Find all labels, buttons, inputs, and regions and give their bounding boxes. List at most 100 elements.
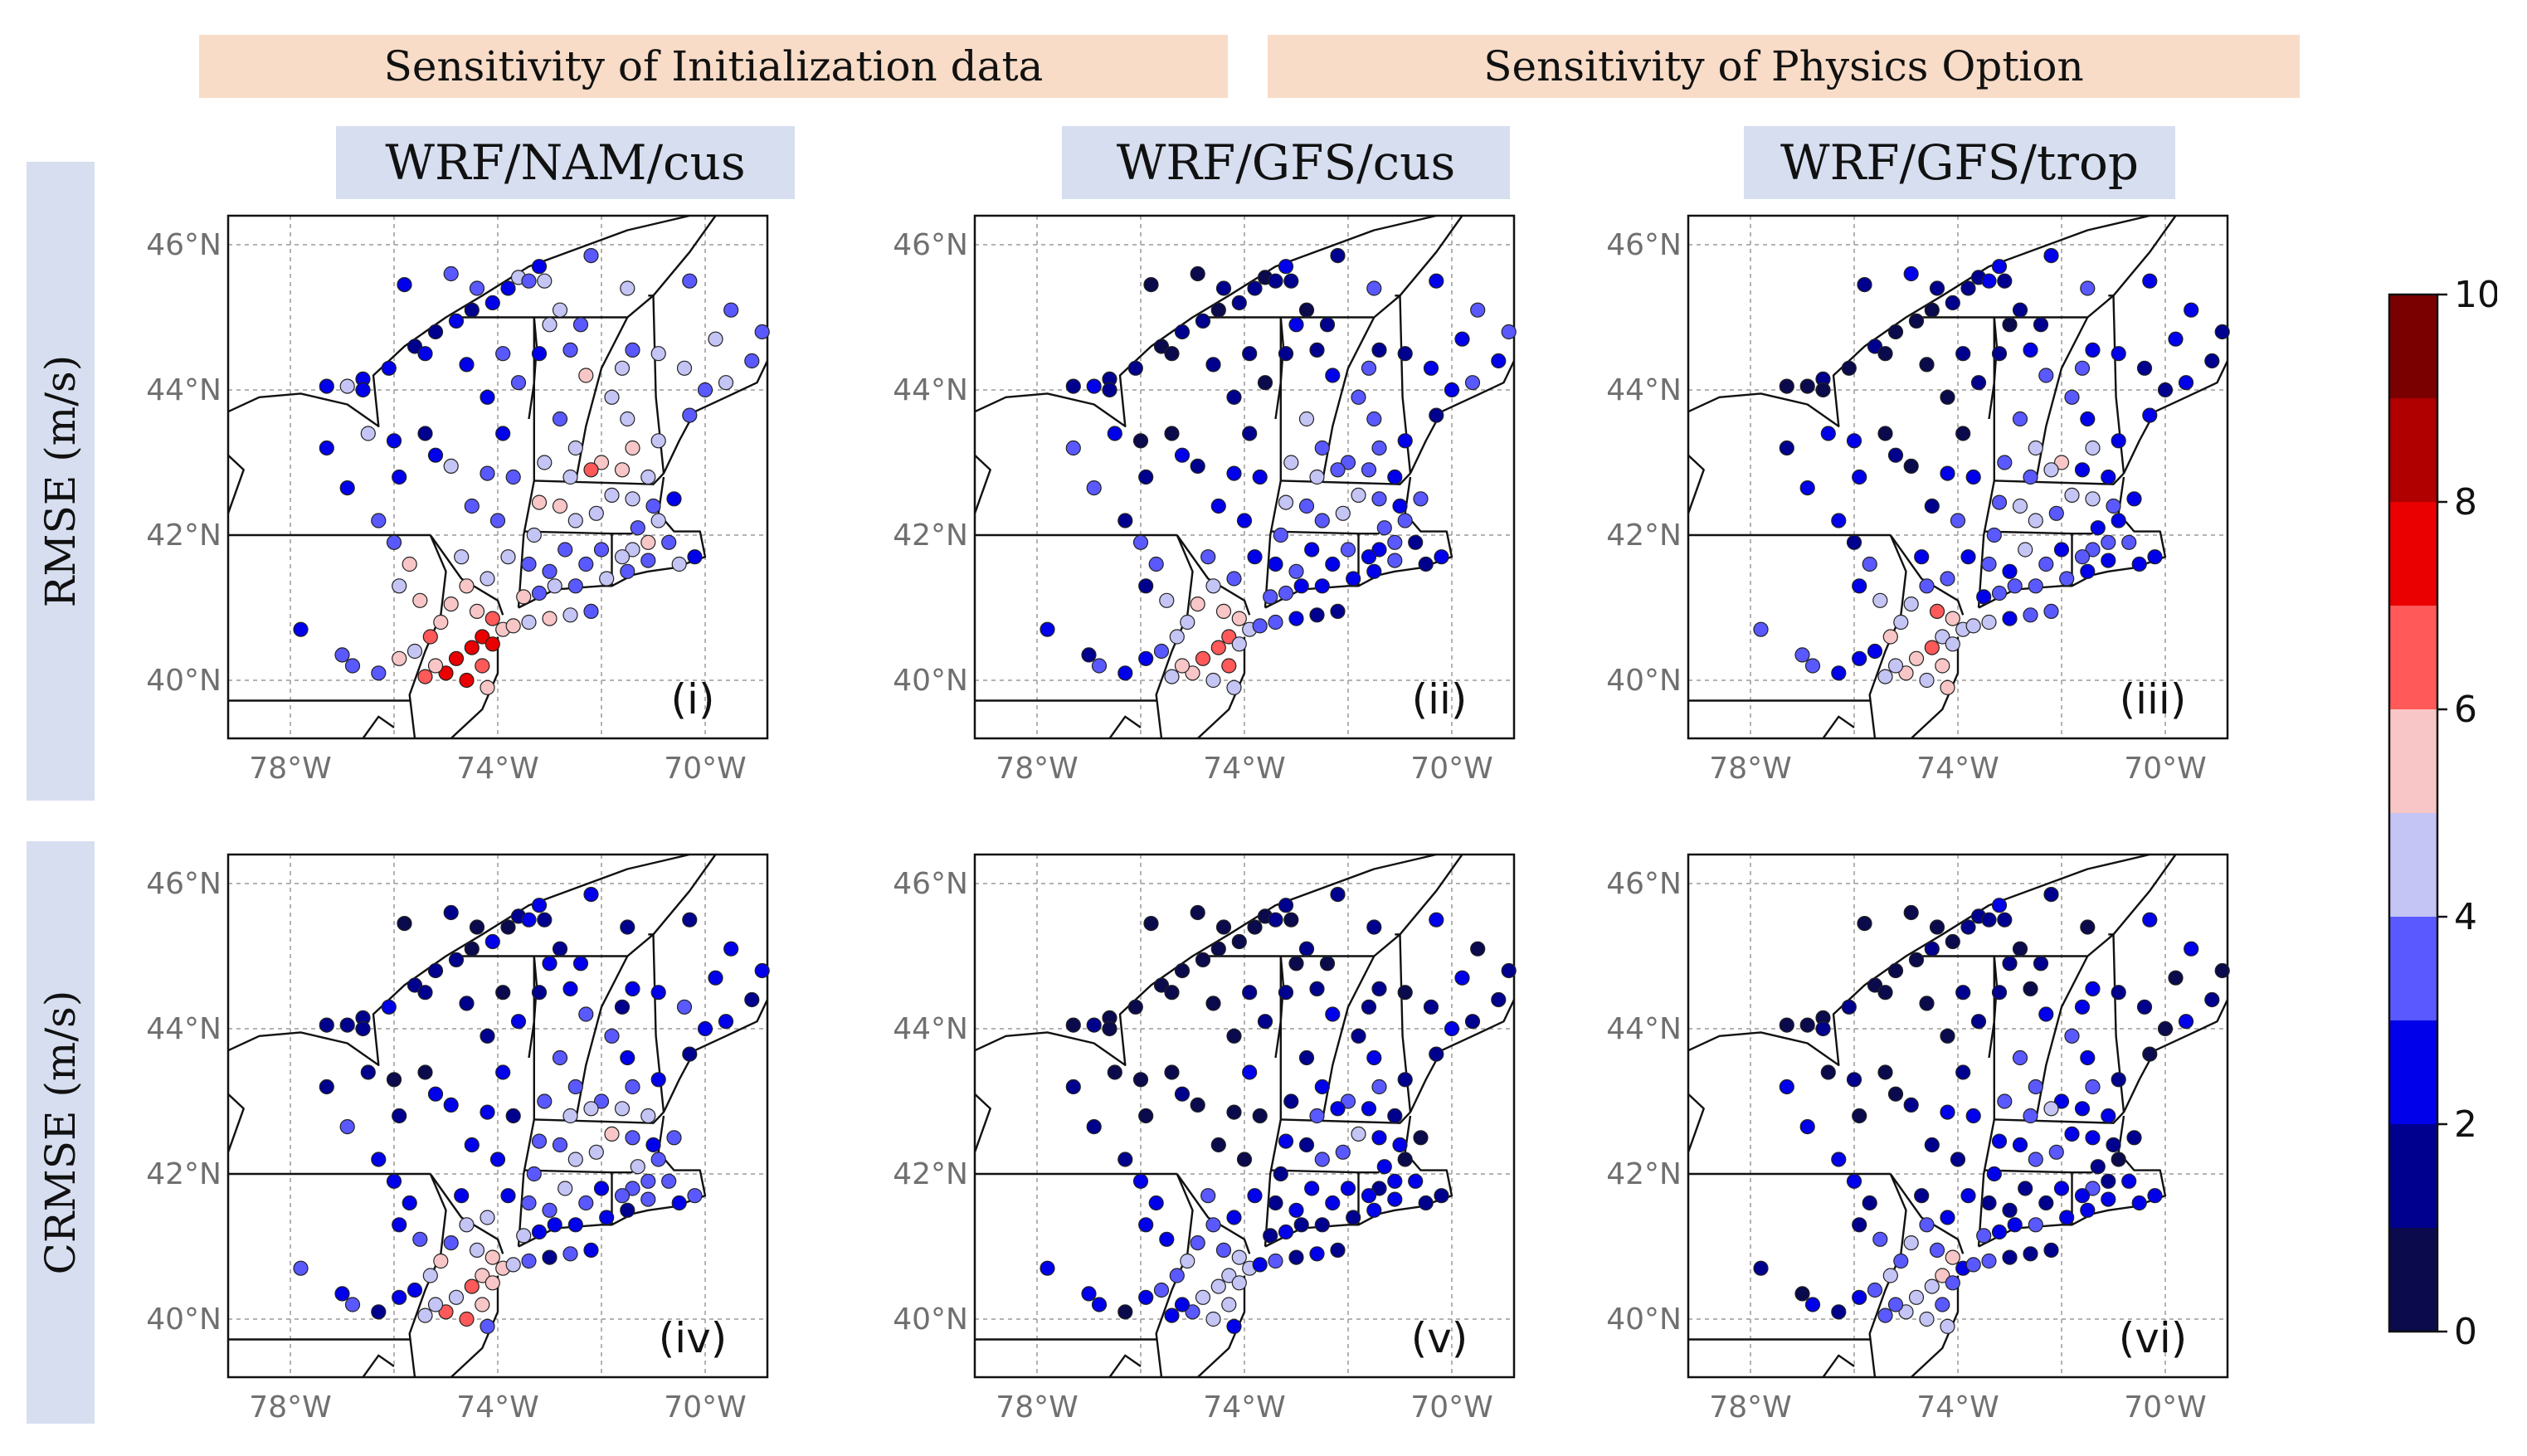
colorbar-tick-label: 6 [2454, 689, 2477, 731]
station-marker [1397, 513, 1413, 528]
station-marker [620, 563, 635, 579]
station-marker [593, 455, 610, 470]
station-marker [464, 1278, 480, 1294]
map-boundary [1274, 317, 1285, 420]
station-marker [1319, 317, 1336, 333]
station-marker [339, 480, 355, 496]
station-marker [1200, 1188, 1216, 1204]
station-marker [1887, 1086, 1904, 1102]
station-marker [2080, 919, 2096, 935]
station-marker [1986, 527, 2002, 543]
station-marker [386, 433, 402, 449]
station-marker [1753, 621, 1769, 637]
station-marker [480, 1028, 495, 1044]
station-marker [1164, 669, 1180, 684]
y-tick-label: 46°N [146, 867, 222, 901]
station-marker [562, 1108, 578, 1124]
station-marker [1127, 999, 1143, 1015]
map-panel-vi: 78°W 74°W 70°W 46°N 44°N 42°N 40°N (vi) [1576, 842, 2240, 1456]
station-marker [2043, 462, 2059, 478]
station-marker [666, 491, 682, 507]
station-marker [1371, 542, 1387, 558]
station-marker [2080, 1049, 2096, 1066]
station-marker [1236, 513, 1253, 528]
station-marker [1190, 904, 1205, 921]
station-marker [1434, 549, 1449, 565]
station-marker [1940, 1104, 1955, 1120]
y-tick-label: 44°N [893, 373, 968, 407]
station-marker [521, 1253, 537, 1269]
station-marker [1091, 1297, 1108, 1312]
station-marker [2038, 556, 2054, 572]
y-tick-label: 44°N [146, 1012, 222, 1046]
station-marker [1779, 1017, 1794, 1033]
station-marker [1924, 302, 1940, 318]
station-marker [1132, 433, 1149, 449]
map-boundary [1889, 1173, 1965, 1254]
station-marker [1950, 513, 1966, 528]
y-tick-label: 40°N [1606, 664, 1682, 698]
station-marker [1779, 378, 1794, 394]
station-marker [1205, 357, 1221, 373]
station-marker [381, 999, 397, 1015]
station-marker [614, 1101, 631, 1117]
station-marker [484, 1249, 500, 1265]
station-marker [1955, 985, 1971, 1001]
station-marker [682, 407, 698, 423]
station-marker [1945, 295, 1960, 311]
station-marker [583, 603, 599, 619]
station-marker [1991, 985, 2008, 1001]
station-marker [2074, 360, 2091, 376]
station-marker [1231, 1275, 1247, 1291]
map-boundary [1687, 1093, 1705, 1153]
station-marker [552, 941, 568, 957]
y-tick-label: 42°N [146, 519, 222, 553]
station-marker [1464, 375, 1481, 391]
station-marker [625, 981, 640, 996]
station-marker [625, 491, 640, 507]
station-marker [1132, 534, 1149, 550]
station-marker [1231, 295, 1247, 311]
station-marker [521, 273, 537, 289]
station-marker [650, 985, 666, 1001]
y-tick-label: 40°N [146, 1303, 222, 1337]
station-marker [464, 498, 480, 514]
station-marker [500, 280, 516, 296]
station-marker [1252, 1108, 1268, 1124]
colorbar-tick-label: 8 [2454, 481, 2477, 523]
station-marker [1268, 614, 1283, 631]
y-tick-label: 44°N [1606, 373, 1682, 407]
station-marker [1799, 480, 1815, 496]
station-marker [407, 338, 423, 354]
map-boundary [1208, 854, 1463, 957]
station-marker [1852, 578, 1867, 594]
station-marker [1423, 360, 1439, 376]
station-marker [614, 1188, 631, 1204]
station-marker [443, 1235, 459, 1251]
model-label-wrf-gfs-trop: WRF/GFS/trop [1744, 126, 2175, 199]
station-marker [593, 1181, 610, 1196]
station-marker [1376, 1159, 1392, 1175]
station-marker [640, 1173, 656, 1189]
y-tick-label: 42°N [146, 1157, 222, 1191]
station-marker [1195, 1289, 1211, 1305]
station-marker [531, 1133, 548, 1149]
station-marker [1392, 1137, 1408, 1153]
map-boundary [1274, 956, 1285, 1059]
station-marker [2085, 1181, 2101, 1196]
station-marker [1862, 556, 1877, 572]
station-marker [1107, 426, 1122, 441]
station-marker [386, 1072, 402, 1088]
station-marker [2121, 534, 2137, 550]
station-marker [319, 1017, 334, 1033]
station-marker [1955, 346, 1971, 362]
x-tick-label: 74°W [1203, 1390, 1285, 1424]
row-label-crmse: CRMSE (m/s) [27, 841, 95, 1424]
station-marker [1429, 1046, 1444, 1062]
station-marker [1867, 1282, 1883, 1298]
station-marker [2126, 1130, 2142, 1146]
station-marker [1940, 679, 1955, 695]
station-marker [1195, 313, 1211, 329]
station-marker [464, 1137, 480, 1153]
station-marker [1288, 1249, 1304, 1265]
